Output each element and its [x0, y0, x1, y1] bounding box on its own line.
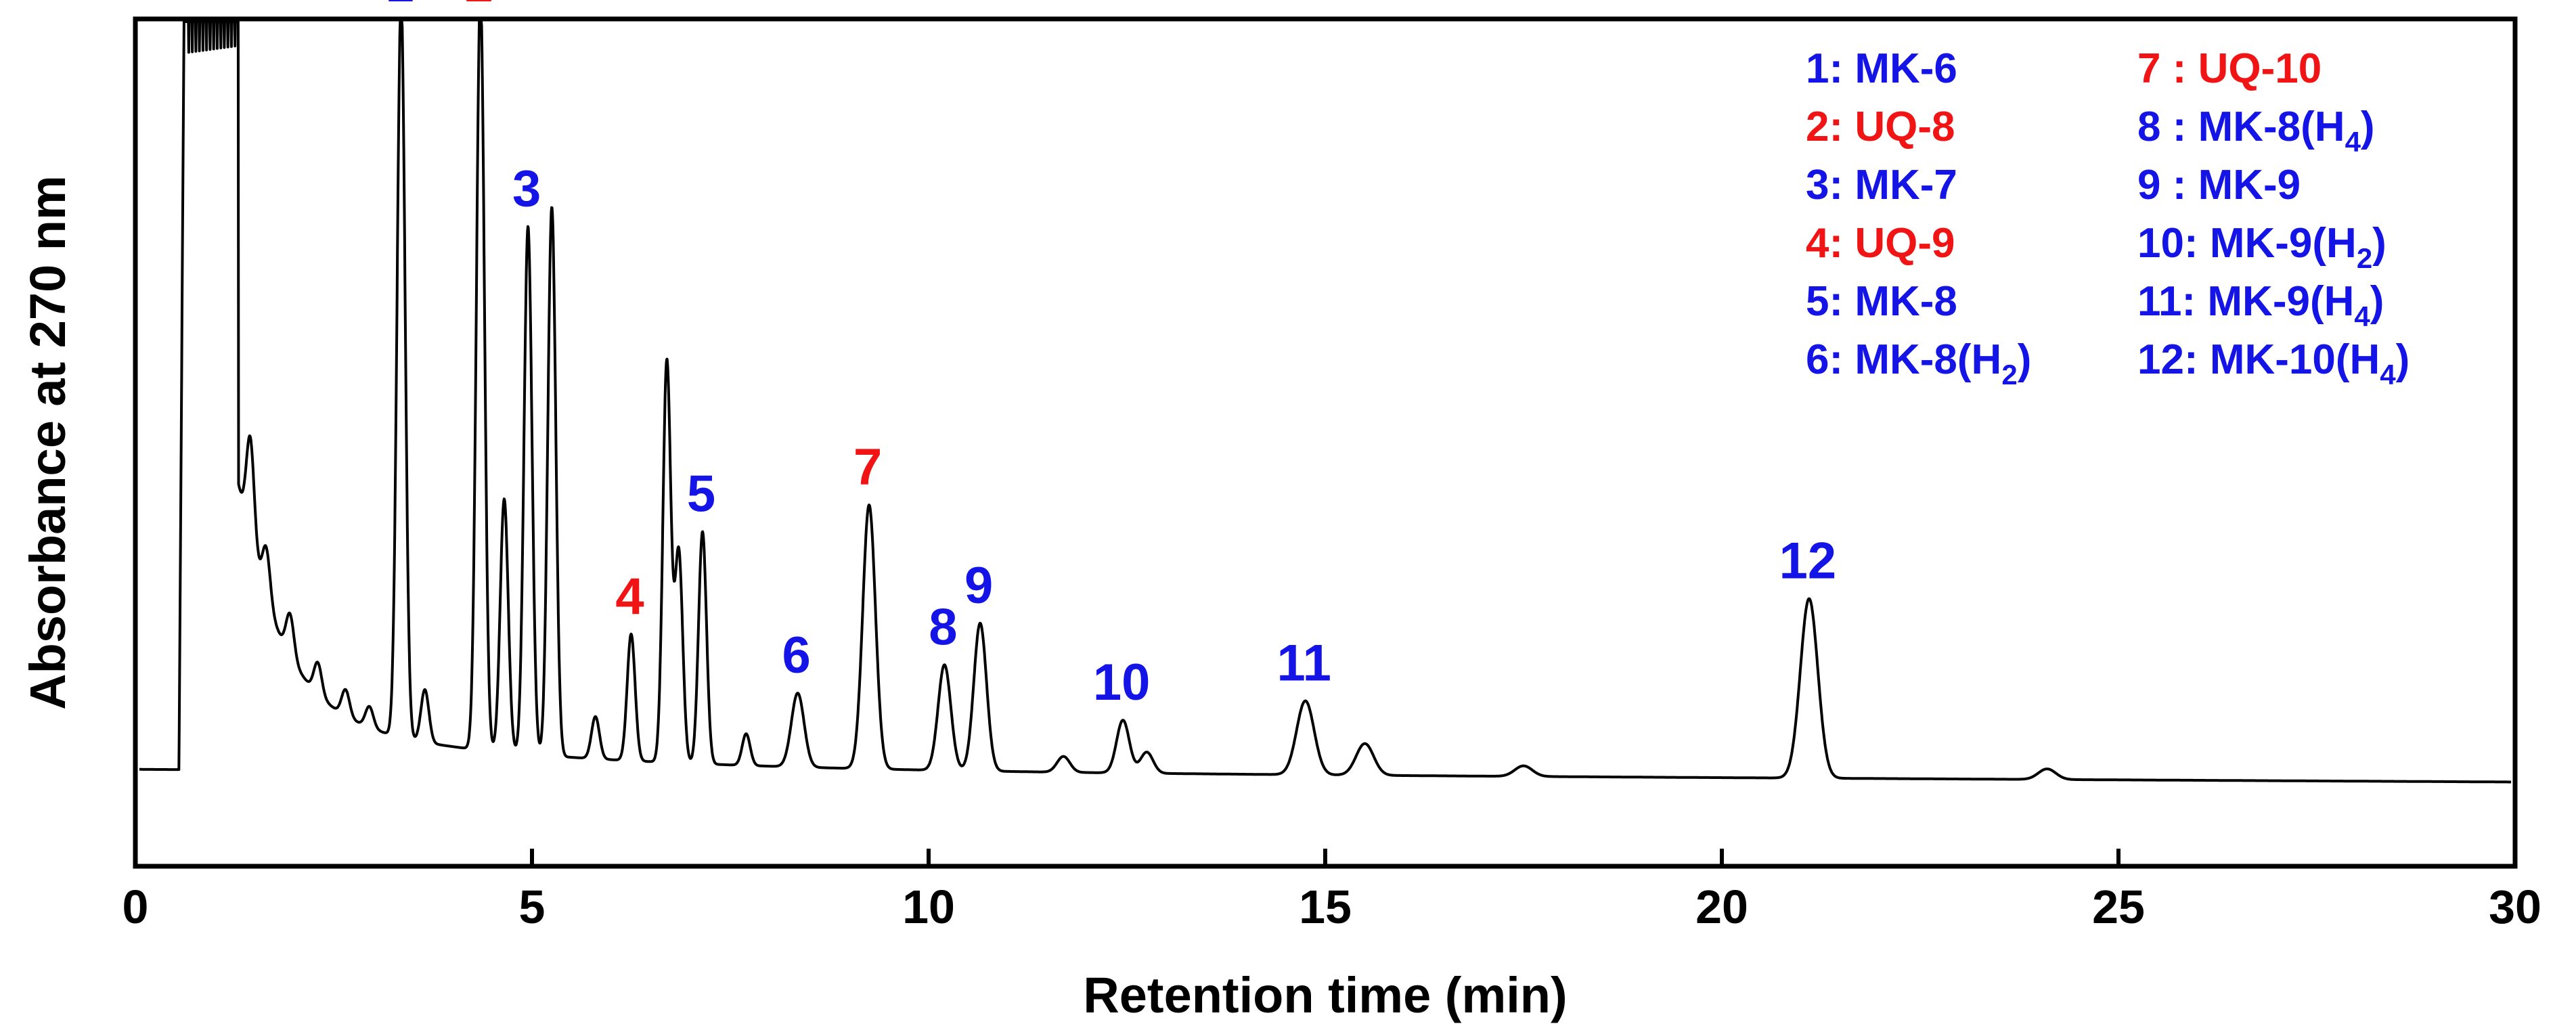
peak-label: 7 [853, 439, 882, 496]
peak-label: 3 [512, 160, 541, 218]
legend-entry: 2: UQ-8 [1806, 104, 1955, 150]
peak-label: 8 [929, 598, 957, 656]
legend-entry: 4: UQ-9 [1806, 220, 1955, 267]
peak-label: 4 [615, 568, 644, 625]
x-tick-label: 20 [1695, 880, 1748, 933]
legend-entry: 11: MK-9(H4) [2137, 278, 2384, 332]
peak-label: 11 [1277, 635, 1331, 692]
x-tick-label: 5 [519, 880, 546, 933]
peak-label: 12 [1779, 533, 1837, 590]
legend-entry: 12: MK-10(H4) [2137, 336, 2410, 390]
x-tick-label: 25 [2092, 880, 2145, 933]
legend-entry: 7 : UQ-10 [2137, 45, 2322, 92]
legend-entry: 6: MK-8(H2) [1806, 336, 2031, 390]
x-tick-label: 10 [902, 880, 955, 933]
legend-entry: 3: MK-7 [1806, 162, 1957, 208]
y-axis-title: Absorbance at 270 nm [20, 175, 76, 710]
x-tick-label: 15 [1299, 880, 1352, 933]
legend-entry: 5: MK-8 [1806, 278, 1957, 325]
x-tick-label: 30 [2489, 880, 2541, 933]
legend-entry: 1: MK-6 [1806, 45, 1957, 92]
x-axis-ticks: 0 5 10 15 20 25 30 [123, 849, 2541, 933]
legend-entry: 9 : MK-9 [2137, 162, 2301, 208]
x-tick-label: 0 [123, 880, 149, 933]
legend-entry: 8 : MK-8(H4) [2137, 104, 2375, 158]
peak-label: 1 [385, 0, 414, 13]
chromatogram-trace [138, 20, 2512, 784]
peak-label: 2 [465, 0, 493, 13]
peak-label: 9 [964, 557, 993, 614]
peak-label: 5 [687, 466, 715, 523]
peak-label: 10 [1093, 654, 1151, 711]
peak-label: 6 [782, 627, 810, 684]
x-axis-title: Retention time (min) [1083, 967, 1567, 1023]
peak-labels: 123456789101112 [385, 0, 1836, 711]
legend: 1: MK-6 2: UQ-8 3: MK-7 4: UQ-9 5: MK-8 6: MK… [1806, 45, 2410, 390]
legend-entry: 10: MK-9(H2) [2137, 220, 2386, 274]
